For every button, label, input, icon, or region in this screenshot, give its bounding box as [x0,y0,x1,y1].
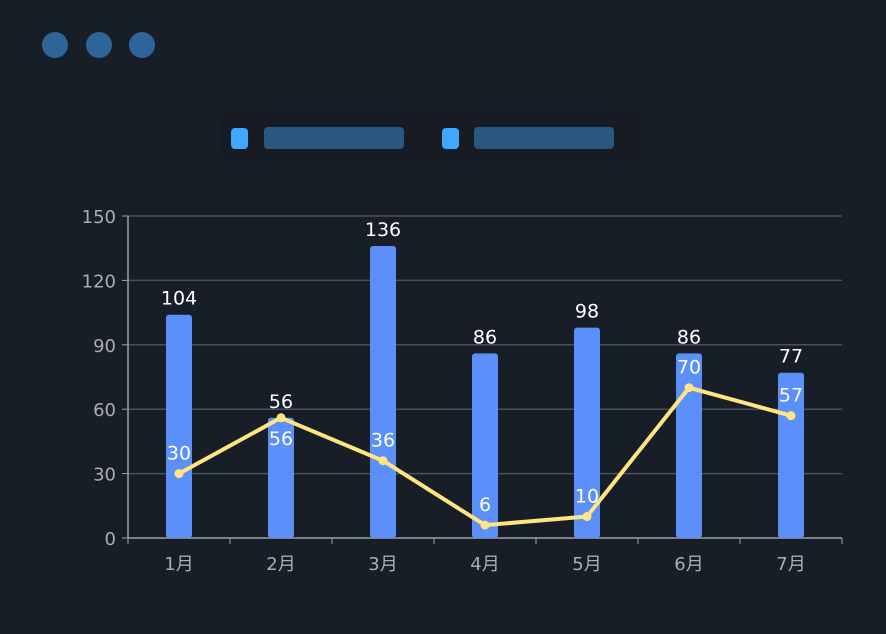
line-point [378,456,388,466]
line-data-label: 30 [167,443,191,465]
window-dot [42,32,68,58]
line-point [582,512,592,522]
x-tick-label: 1月 [164,554,193,575]
line-point [174,469,184,479]
legend-label-placeholder[interactable] [264,127,404,149]
y-tick-label: 0 [105,529,116,550]
window-dot [129,32,155,58]
x-tick-label: 5月 [572,554,601,575]
bar-data-label: 104 [161,288,197,310]
y-tick-label: 150 [82,207,116,228]
legend-label-placeholder[interactable] [474,127,614,149]
line-data-label: 56 [269,428,293,450]
bar [574,327,600,538]
line-point [786,411,796,421]
line-data-label: 70 [677,357,701,379]
bar-data-label: 86 [677,326,701,348]
line-data-label: 57 [779,385,803,407]
y-tick-label: 90 [93,336,116,357]
y-tick-label: 120 [82,271,116,292]
x-tick-label: 6月 [674,554,703,575]
bar [472,353,498,538]
x-tick-label: 3月 [368,554,397,575]
bar-data-label: 56 [269,391,293,413]
bar [370,246,396,538]
legend-swatch-line[interactable] [442,128,459,149]
legend [220,113,640,159]
bar-data-label: 77 [779,346,803,368]
y-tick-label: 30 [93,465,116,486]
x-tick-label: 7月 [776,554,805,575]
line-point [276,413,286,423]
window-dot [86,32,112,58]
x-tick-label: 2月 [266,554,295,575]
line-data-label: 6 [479,494,491,516]
x-tick-label: 4月 [470,554,499,575]
bar-data-label: 136 [365,219,401,241]
line-data-label: 10 [575,486,599,508]
line-data-label: 36 [371,430,395,452]
bar-data-label: 86 [473,326,497,348]
bar [268,417,294,538]
bar-data-label: 98 [575,301,599,323]
line-point [684,383,694,393]
line-point [480,520,490,530]
bar [676,353,702,538]
legend-swatch-bar[interactable] [231,128,248,149]
bar [166,314,192,538]
y-tick-label: 60 [93,400,116,421]
